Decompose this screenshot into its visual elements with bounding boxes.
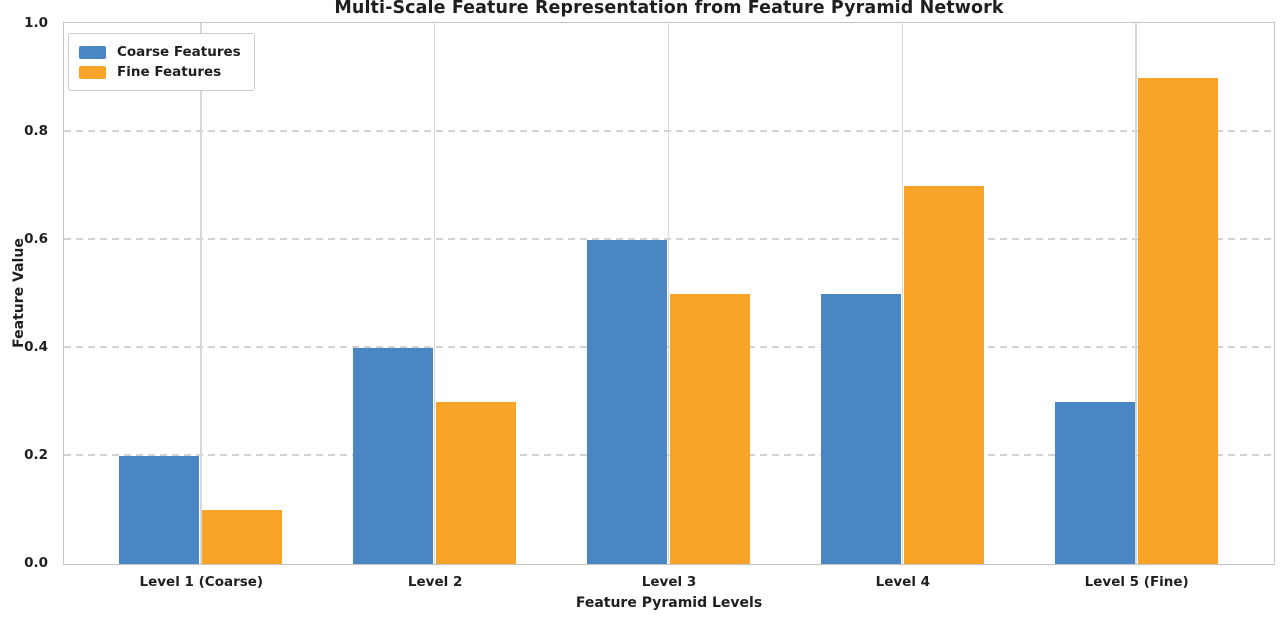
x-tick-label: Level 3: [641, 574, 697, 590]
y-tick-label: 0.2: [24, 446, 48, 463]
y-tick-label: 0.8: [24, 122, 48, 139]
legend: Coarse Features Fine Features: [68, 33, 255, 91]
bar-fine-features: [202, 510, 283, 564]
bar-coarse-features: [820, 294, 901, 564]
bar-fine-features: [436, 402, 517, 564]
y-tick-label: 0.0: [24, 554, 48, 571]
legend-swatch-coarse-features: [79, 45, 106, 59]
v-gridline: [667, 23, 670, 564]
chart-title: Multi-Scale Feature Representation from …: [334, 0, 1004, 18]
legend-label: Fine Features: [117, 64, 222, 80]
plot-area: Coarse Features Fine Features: [63, 22, 1275, 565]
v-gridline: [901, 23, 904, 564]
y-axis-label: Feature Value: [11, 238, 27, 348]
x-tick-label: Level 2: [407, 574, 463, 590]
y-tick-label: 0.6: [24, 230, 48, 247]
bar-fine-features: [1137, 78, 1218, 564]
x-axis-label: Feature Pyramid Levels: [575, 595, 763, 611]
x-tick-label: Level 4: [875, 574, 931, 590]
y-tick-label: 0.4: [24, 338, 48, 355]
legend-item: Coarse Features: [79, 44, 241, 60]
v-gridline: [1135, 23, 1137, 564]
bar-fine-features: [670, 294, 750, 564]
bar-coarse-features: [353, 348, 434, 564]
bar-fine-features: [903, 186, 984, 564]
x-tick-label: Level 1 (Coarse): [139, 574, 264, 590]
y-tick-label: 1.0: [24, 14, 48, 31]
bar-coarse-features: [119, 456, 200, 564]
legend-swatch-fine-features: [79, 65, 106, 79]
v-gridline: [433, 23, 436, 564]
v-gridline: [200, 23, 202, 564]
x-tick-label: Level 5 (Fine): [1084, 574, 1189, 590]
bar-coarse-features: [587, 240, 667, 564]
legend-label: Coarse Features: [117, 44, 241, 60]
legend-item: Fine Features: [79, 64, 241, 80]
bar-coarse-features: [1054, 402, 1135, 564]
